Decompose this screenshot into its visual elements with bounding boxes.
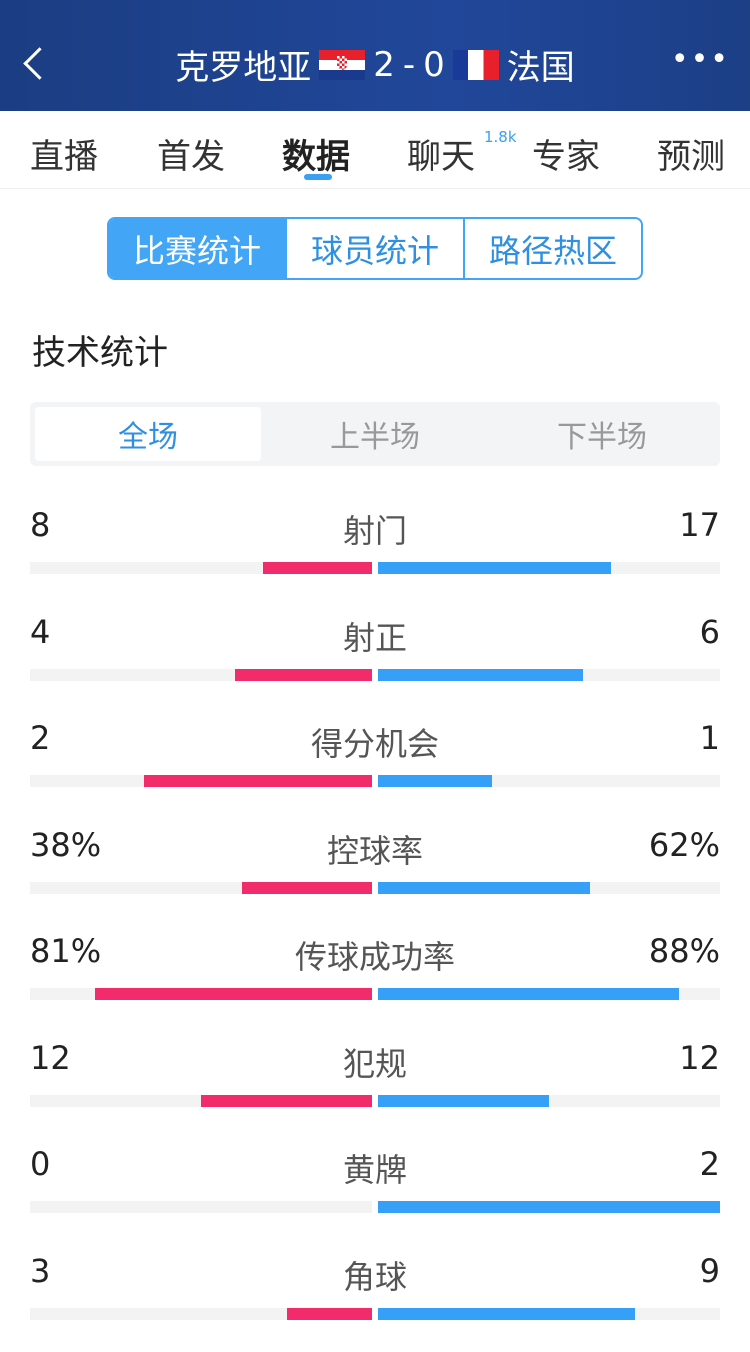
home-bar <box>242 881 372 894</box>
home-bar <box>286 1307 372 1320</box>
away-bar-track <box>378 1201 720 1213</box>
stat-row: 81% 传球成功率 88% <box>0 932 750 1032</box>
away-value: 88% <box>648 932 720 970</box>
segment-player-stats[interactable]: 球员统计 <box>285 219 463 278</box>
segment-heatmap[interactable]: 路径热区 <box>463 219 641 278</box>
stat-row: 8 射门 17 <box>0 506 750 606</box>
away-value: 9 <box>699 1251 720 1290</box>
home-value: 38% <box>30 825 102 864</box>
match-title: 克罗地亚 2 - 0 法国 <box>0 40 750 89</box>
home-bar-track <box>30 775 372 787</box>
period-second-half[interactable]: 下半场 <box>557 420 647 455</box>
stat-label: 犯规 <box>342 1044 407 1083</box>
away-bar-track <box>378 1307 720 1320</box>
home-value: 0 <box>30 1145 51 1183</box>
home-value: 8 <box>30 506 51 544</box>
tab-chat[interactable]: 聊天 <box>407 137 475 177</box>
stat-row: 4 射正 6 <box>0 613 750 713</box>
home-bar-track <box>30 1094 372 1107</box>
away-bar-track <box>378 988 720 1000</box>
away-bar <box>378 775 492 787</box>
away-bar-track <box>378 881 720 894</box>
stat-row: 2 得分机会 1 <box>0 719 750 819</box>
stat-label: 黄牌 <box>342 1151 407 1189</box>
away-team: 法国 <box>506 48 575 88</box>
away-bar <box>378 1307 635 1320</box>
away-bar-track <box>378 775 720 787</box>
stat-label: 控球率 <box>326 831 423 870</box>
home-value: 4 <box>30 612 51 651</box>
croatia-flag-icon <box>319 49 366 80</box>
away-bar <box>378 562 611 574</box>
away-bar-track <box>378 1094 720 1107</box>
tab-lineup[interactable]: 首发 <box>157 137 225 177</box>
away-value: 12 <box>679 1038 720 1077</box>
stat-label: 传球成功率 <box>294 938 455 976</box>
away-value: 17 <box>679 506 720 544</box>
chat-count-badge: 1.8k <box>484 128 517 146</box>
home-bar-track <box>30 668 372 681</box>
segment-match-stats[interactable]: 比赛统计 <box>109 219 285 278</box>
more-icon[interactable]: ••• <box>670 42 730 77</box>
france-flag-icon <box>452 49 499 80</box>
section-title: 技术统计 <box>32 333 168 373</box>
away-bar <box>378 1201 720 1213</box>
away-bar <box>378 881 591 894</box>
home-bar-track <box>30 562 372 574</box>
match-header: 克罗地亚 2 - 0 法国 ••• <box>0 0 750 111</box>
stat-label: 射正 <box>342 618 407 657</box>
away-bar-track <box>378 668 720 681</box>
main-tabs: 直播 首发 数据 聊天 专家 预测 <box>0 111 750 189</box>
home-bar-track <box>30 1307 372 1320</box>
tab-data[interactable]: 数据 <box>282 137 350 177</box>
stat-row: 38% 控球率 62% <box>0 826 750 926</box>
home-value: 12 <box>30 1038 71 1077</box>
home-score: 2 <box>373 44 395 85</box>
home-bar <box>235 668 372 681</box>
period-full[interactable]: 全场 <box>35 407 261 461</box>
stat-row: 0 黄牌 2 <box>0 1145 750 1245</box>
away-value: 62% <box>648 825 720 864</box>
home-bar-track <box>30 1201 372 1213</box>
stat-label: 射门 <box>342 512 407 550</box>
score-separator: - <box>402 44 416 85</box>
away-bar <box>378 668 584 681</box>
home-bar <box>94 988 372 1000</box>
period-tabs: 全场 上半场 下半场 <box>30 402 720 466</box>
away-bar-track <box>378 562 720 574</box>
tab-live[interactable]: 直播 <box>30 137 98 177</box>
stat-label: 角球 <box>342 1257 407 1296</box>
home-value: 81% <box>30 932 102 970</box>
home-bar <box>201 1094 372 1107</box>
away-bar <box>378 988 679 1000</box>
away-value: 1 <box>699 719 720 757</box>
tab-predict[interactable]: 预测 <box>657 137 725 177</box>
period-first-half[interactable]: 上半场 <box>330 420 420 455</box>
away-value: 2 <box>699 1145 720 1183</box>
stat-row: 12 犯规 12 <box>0 1039 750 1139</box>
home-bar <box>143 775 372 787</box>
active-tab-indicator <box>304 174 332 180</box>
tab-expert[interactable]: 专家 <box>532 137 600 177</box>
home-value: 2 <box>30 719 51 757</box>
stats-segment-control: 比赛统计 球员统计 路径热区 <box>107 217 643 280</box>
home-team: 克罗地亚 <box>175 48 312 88</box>
away-bar <box>378 1094 549 1107</box>
stat-row: 3 角球 9 <box>0 1252 750 1352</box>
away-value: 6 <box>699 612 720 651</box>
away-score: 0 <box>423 44 445 85</box>
home-bar-track <box>30 988 372 1000</box>
stat-label: 得分机会 <box>310 725 439 763</box>
home-bar <box>262 562 372 574</box>
home-value: 3 <box>30 1251 51 1290</box>
home-bar-track <box>30 881 372 894</box>
